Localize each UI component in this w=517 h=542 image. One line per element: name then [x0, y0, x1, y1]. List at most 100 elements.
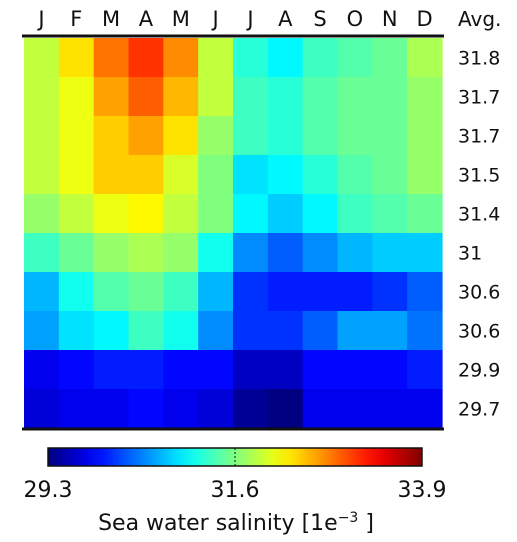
heatmap-cell — [24, 77, 60, 117]
heatmap-cell — [163, 272, 199, 312]
heatmap-cell — [163, 311, 199, 351]
heatmap-cell — [93, 116, 130, 156]
heatmap-cell — [58, 194, 95, 234]
heatmap-cell — [302, 194, 339, 234]
heatmap-cell — [163, 194, 199, 234]
colorbar-title-text: Sea water salinity [1e — [98, 511, 338, 536]
heatmap-cell — [233, 389, 269, 429]
heatmap-cell — [407, 155, 443, 195]
heatmap-cell — [302, 350, 339, 390]
heatmap-cell — [128, 77, 164, 117]
row-average-label: 29.7 — [458, 399, 500, 421]
heatmap-cell — [198, 77, 234, 117]
heatmap-cell — [407, 116, 443, 156]
heatmap-cell — [302, 38, 339, 78]
heatmap-cell — [337, 116, 373, 156]
colorbar-title-exponent: −3 — [338, 510, 359, 526]
heatmap-cell — [58, 233, 95, 273]
heatmap-cell — [24, 272, 60, 312]
heatmap-cell — [233, 155, 269, 195]
heatmap-cell — [267, 311, 304, 351]
heatmap-cell — [128, 194, 164, 234]
heatmap-cell — [267, 272, 304, 312]
heatmap-cell — [163, 389, 199, 429]
heatmap-cell — [93, 38, 130, 78]
heatmap-cell — [337, 311, 373, 351]
heatmap-cell — [58, 389, 95, 429]
heatmap-cell — [372, 116, 408, 156]
heatmap-cell — [233, 350, 269, 390]
heatmap-cell — [198, 272, 234, 312]
heatmap-cell — [198, 38, 234, 78]
row-average-label: 31.8 — [458, 48, 500, 70]
heatmap-cell — [198, 233, 234, 273]
heatmap-cell — [302, 272, 339, 312]
heatmap-cell — [93, 155, 130, 195]
heatmap-cell — [58, 38, 95, 78]
heatmap-cell — [407, 350, 443, 390]
heatmap-cell — [58, 350, 95, 390]
heatmap-cell — [302, 233, 339, 273]
heatmap-cell — [407, 194, 443, 234]
heatmap-cell — [407, 311, 443, 351]
heatmap-cell — [337, 272, 373, 312]
heatmap-cell — [267, 350, 304, 390]
row-average-label: 30.6 — [458, 282, 500, 304]
heatmap-cell — [93, 389, 130, 429]
colorbar-tick-label: 33.9 — [398, 478, 447, 503]
heatmap-cell — [337, 38, 373, 78]
heatmap-cell — [372, 77, 408, 117]
heatmap-cell — [163, 155, 199, 195]
heatmap-cell — [267, 77, 304, 117]
month-label: J — [210, 7, 218, 31]
month-label: N — [382, 7, 398, 31]
heatmap-cell — [337, 77, 373, 117]
month-label: M — [102, 7, 120, 31]
heatmap-cell — [198, 311, 234, 351]
heatmap-cell — [163, 38, 199, 78]
heatmap-cell — [233, 311, 269, 351]
heatmap-cell — [233, 194, 269, 234]
heatmap-cell — [128, 272, 164, 312]
month-label: M — [172, 7, 190, 31]
heatmap-cell — [24, 233, 60, 273]
heatmap-cell — [302, 389, 339, 429]
heatmap-cell — [198, 389, 234, 429]
row-average-label: 31.4 — [458, 204, 500, 226]
colorbar-tick-label: 31.6 — [211, 478, 260, 503]
heatmap-cell — [372, 350, 408, 390]
row-average-label: 31 — [458, 243, 482, 265]
heatmap-cell — [267, 389, 304, 429]
heatmap-cell — [337, 194, 373, 234]
row-average-label: 31.5 — [458, 165, 500, 187]
row-average-label: 31.7 — [458, 126, 500, 148]
heatmap-cell — [233, 116, 269, 156]
heatmap-cell — [372, 311, 408, 351]
heatmap-cell — [337, 233, 373, 273]
heatmap-cell — [372, 389, 408, 429]
heatmap-cell — [58, 311, 95, 351]
heatmap-cell — [267, 38, 304, 78]
heatmap-cells — [24, 38, 443, 429]
heatmap-cell — [407, 38, 443, 78]
heatmap-cell — [24, 389, 60, 429]
heatmap-cell — [128, 116, 164, 156]
heatmap-cell — [372, 38, 408, 78]
heatmap-cell — [93, 233, 130, 273]
heatmap-cell — [372, 272, 408, 312]
heatmap-cell — [163, 116, 199, 156]
heatmap-cell — [267, 155, 304, 195]
heatmap-cell — [163, 233, 199, 273]
heatmap-cell — [233, 233, 269, 273]
heatmap-cell — [163, 350, 199, 390]
heatmap-cell — [198, 155, 234, 195]
heatmap-cell — [58, 272, 95, 312]
heatmap-cell — [93, 311, 130, 351]
heatmap-cell — [24, 116, 60, 156]
heatmap-cell — [372, 194, 408, 234]
colorbar-title: Sea water salinity [1e−3 ] — [98, 510, 374, 536]
heatmap-cell — [128, 233, 164, 273]
heatmap-cell — [302, 116, 339, 156]
heatmap-cell — [198, 194, 234, 234]
heatmap-cell — [58, 155, 95, 195]
